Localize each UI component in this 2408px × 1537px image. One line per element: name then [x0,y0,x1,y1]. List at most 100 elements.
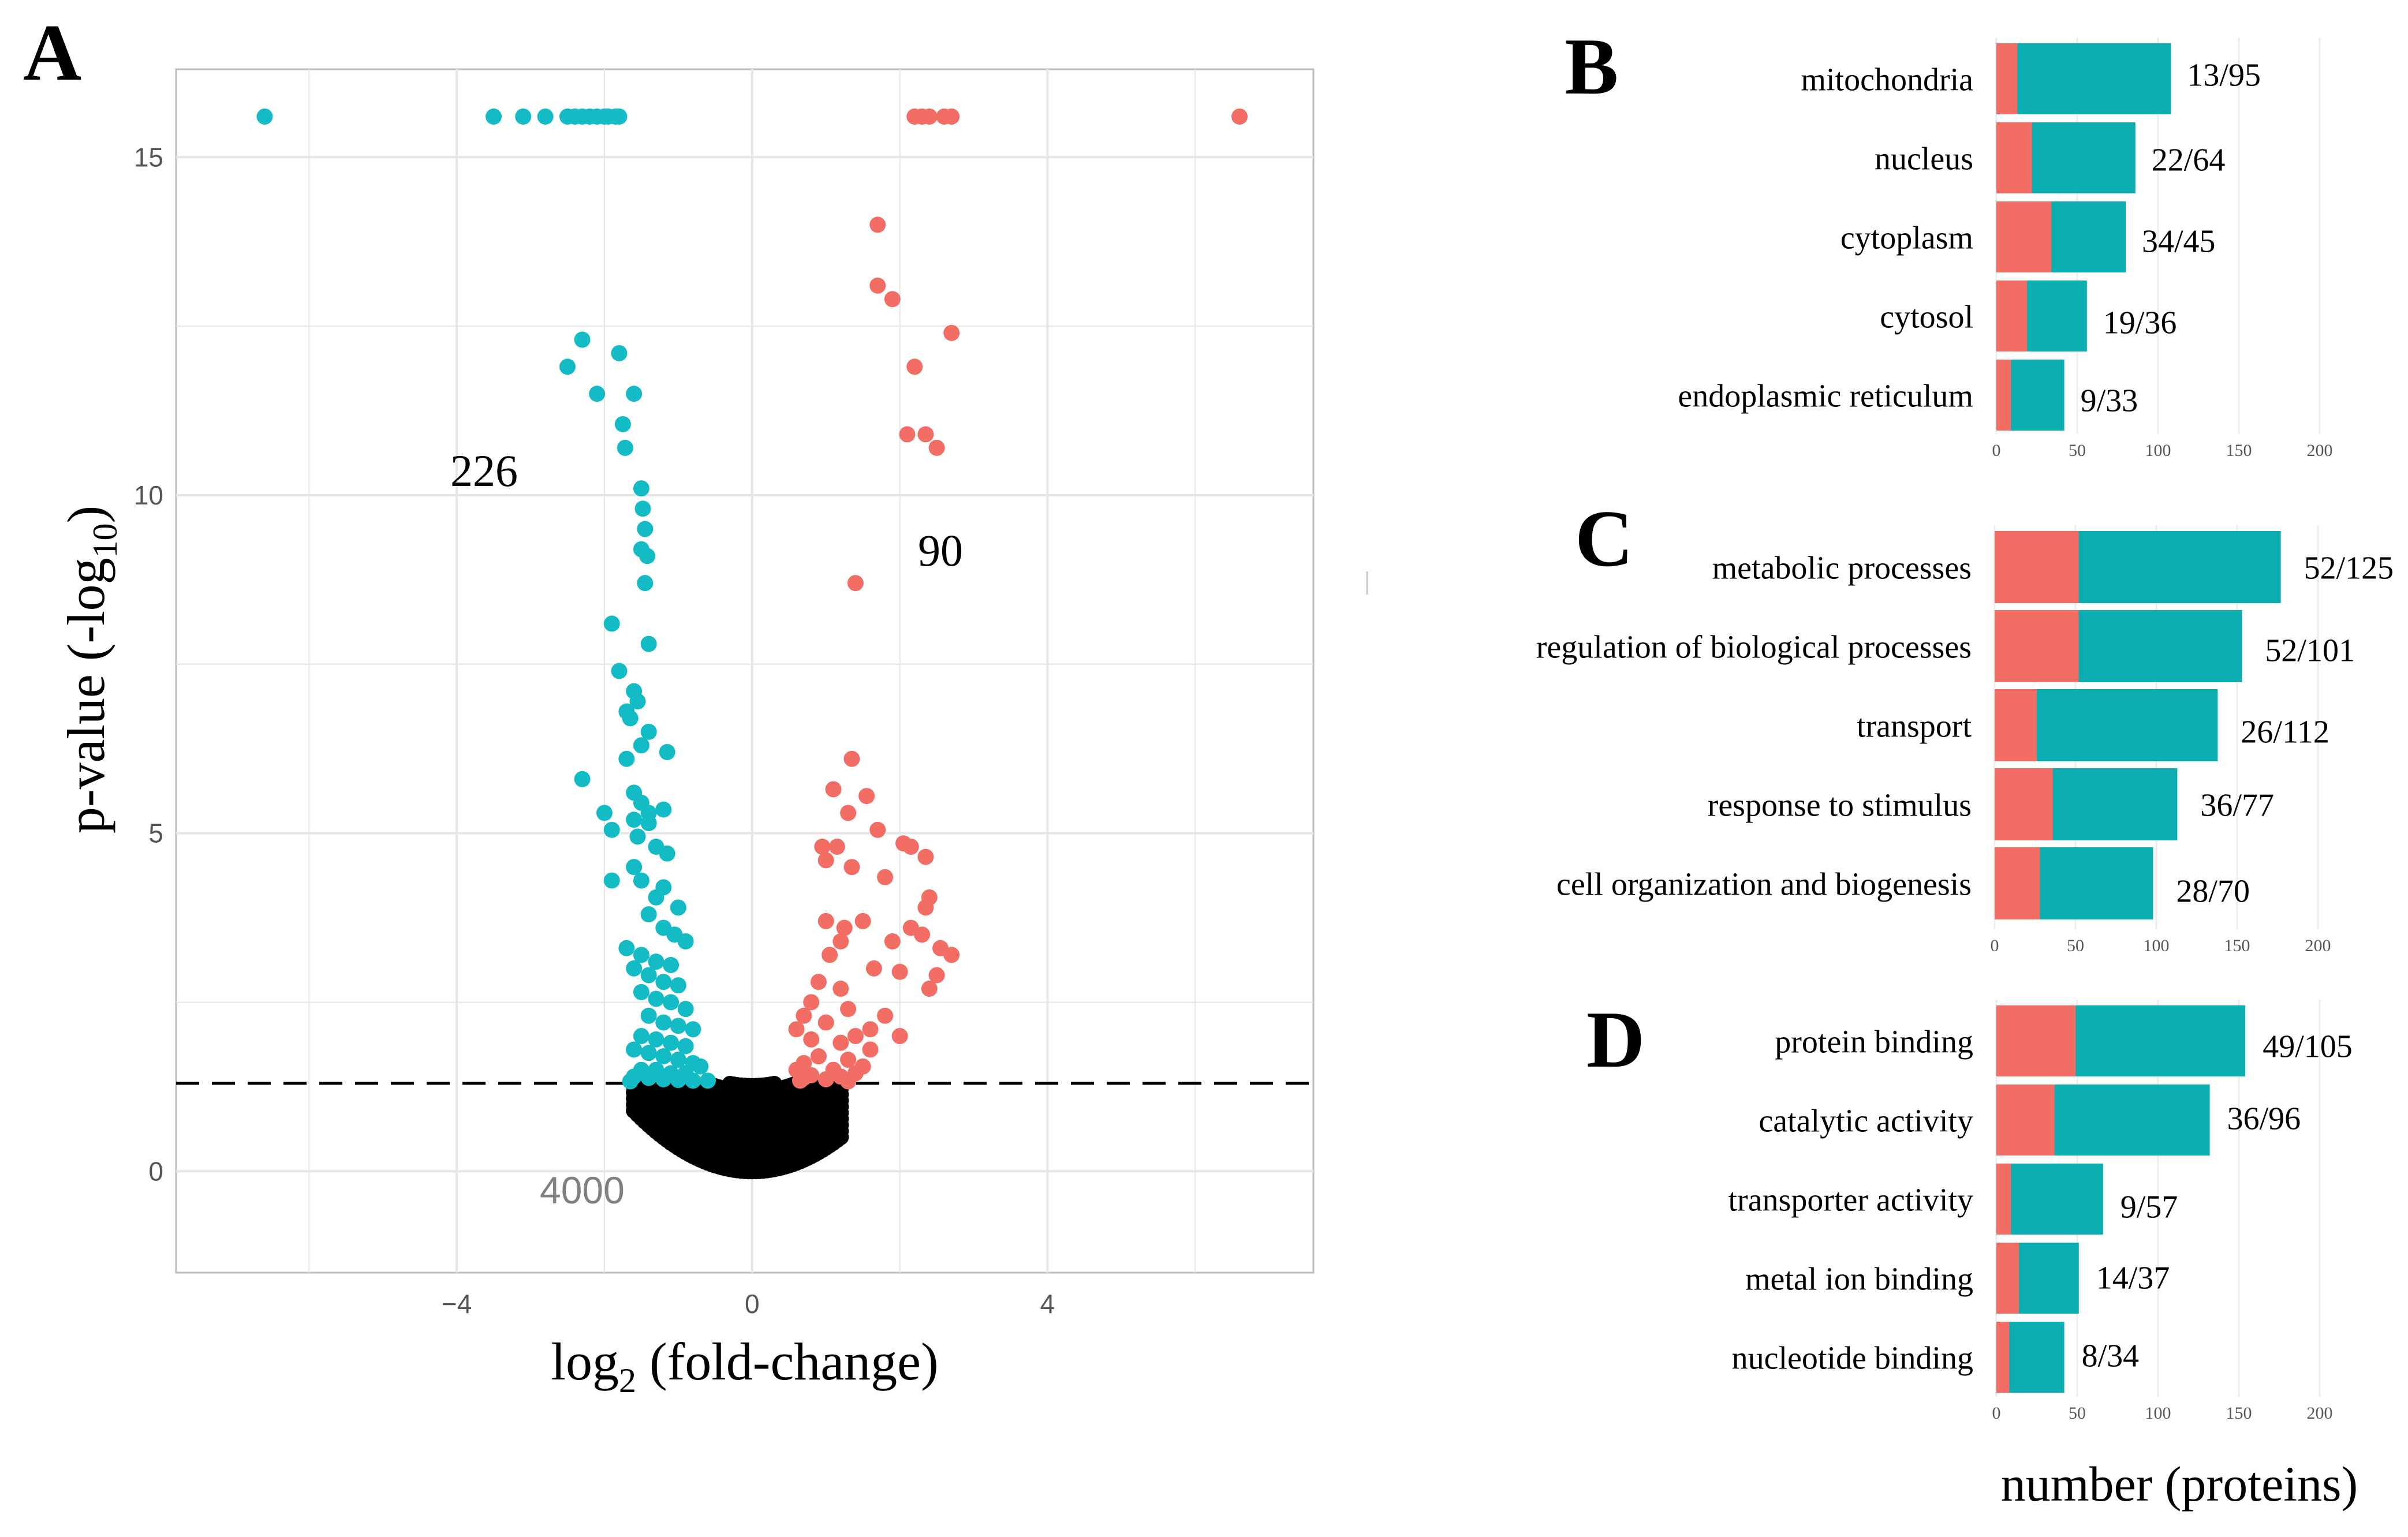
down-regulated-point [700,1072,716,1089]
x-axis-title-rest: (fold-change) [636,1332,939,1391]
up-regulated-point [862,1041,879,1058]
down-regulated-point [603,872,620,889]
bar-category-label: metabolic processes [1712,551,1972,586]
bar-x-tick-label: 150 [2224,936,2250,955]
up-regulated-point [817,1071,834,1087]
down-regulated-point [655,1071,672,1087]
up-regulated-point [840,1052,857,1068]
y-axis-title-main: p-value (-log [57,558,115,833]
bar-part [1996,1084,2055,1155]
up-regulated-point [869,821,886,838]
up-regulated-point [843,750,860,767]
bar-data-label: 28/70 [2176,874,2250,910]
up-regulated-point [877,1007,894,1024]
volcano-x-axis-title: log2 (fold-change) [551,1332,938,1400]
bar-part [1996,360,2011,431]
volcano-gridlines [176,69,1313,1273]
bar-category-label: mitochondria [1801,62,1973,98]
up-regulated-point [828,839,845,855]
down-regulated-point [596,805,613,821]
up-regulated-point [884,291,901,308]
up-regulated-point [891,1028,908,1045]
down-regulated-point [655,1048,672,1065]
down-regulated-point [629,693,646,710]
up-regulated-point [921,981,938,997]
bar-data-label: 36/96 [2227,1101,2301,1137]
bar-data-label: 52/101 [2265,633,2355,669]
x-axis-title-log: log [551,1332,619,1391]
up-regulated-point [843,859,860,876]
bar-category-label: nucleus [1875,141,1973,177]
bar-data-label: 52/125 [2304,551,2394,586]
up-regulated-point [810,1048,827,1065]
up-regulated-point [817,913,834,929]
down-regulated-point [640,1007,657,1024]
up-regulated-point [921,108,938,125]
down-regulated-point [670,977,686,994]
down-regulated-point [633,737,649,754]
bar-x-tick-label: 50 [2069,1404,2086,1423]
bar-data-label: 14/37 [2096,1261,2170,1296]
bar-total [1996,43,2171,114]
up-regulated-point [840,1073,857,1090]
up-regulated-point [1231,108,1248,125]
bar-category-label: nucleotide binding [1732,1341,1973,1377]
down-regulated-point [589,386,606,402]
down-regulated-point [640,906,657,923]
bar-x-tick-label: 100 [2144,936,2170,955]
down-regulated-point [637,521,654,537]
bar-part [1996,1005,2076,1076]
bar-data-label: 8/34 [2082,1338,2140,1374]
down-regulated-point [633,983,649,1000]
bar-category-label: catalytic activity [1759,1104,1973,1139]
bar-x-tick-label: 0 [1992,441,2001,460]
down-regulated-point [622,710,639,727]
down-regulated-point [633,872,649,889]
down-regulated-point [677,1038,694,1054]
up-regulated-point [822,947,838,963]
y-tick-label: 10 [134,480,163,510]
down-regulated-point [670,1072,686,1089]
down-regulated-point [611,108,628,125]
down-regulated-point [622,1073,639,1090]
bar-category-label: transport [1857,709,1972,745]
down-regulated-point [515,108,532,125]
down-regulated-point [692,1058,709,1075]
up-regulated-point [869,216,886,233]
down-regulated-point [640,1045,657,1061]
down-regulated-point [685,1021,701,1038]
bar-part [1996,122,2032,193]
up-regulated-point [836,919,853,936]
non-significant-points [626,1075,849,1180]
down-regulated-point [618,750,635,767]
down-regulated-point [614,416,631,432]
bar-data-label: 36/77 [2200,788,2274,824]
up-regulated-point [825,781,842,798]
bar-category-label: metal ion binding [1745,1262,1973,1297]
down-regulated-point [670,899,686,916]
bar-x-tick-label: 50 [2069,441,2086,460]
down-regulated-point [640,1069,657,1086]
down-regulated-point [670,1052,686,1068]
down-regulated-point [629,828,646,845]
bar-part [1996,1322,2010,1393]
down-regulated-point [611,663,628,679]
down-regulated-point [639,548,656,564]
down-regulated-point [626,859,643,876]
up-regulated-point [877,869,894,885]
y-tick-label: 5 [148,818,163,848]
down-regulated-point [677,933,694,950]
up-regulated-point [869,277,886,294]
down-regulated-point [648,1031,664,1048]
volcano-tick-labels: −4 0 4 0 5 10 15 [134,142,1055,1319]
down-regulated-point [659,744,675,761]
down-regulated-point [655,974,672,990]
bar-category-label: cytoplasm [1840,220,1973,256]
down-regulated-point [574,331,591,348]
bar-data-label: 49/105 [2263,1029,2353,1065]
ns-count-annotation: 4000 [540,1169,625,1211]
up-regulated-point [803,1031,820,1048]
up-regulated-point [788,1021,805,1038]
down-count-annotation: 226 [450,446,518,496]
bar-part [1996,1243,2019,1314]
